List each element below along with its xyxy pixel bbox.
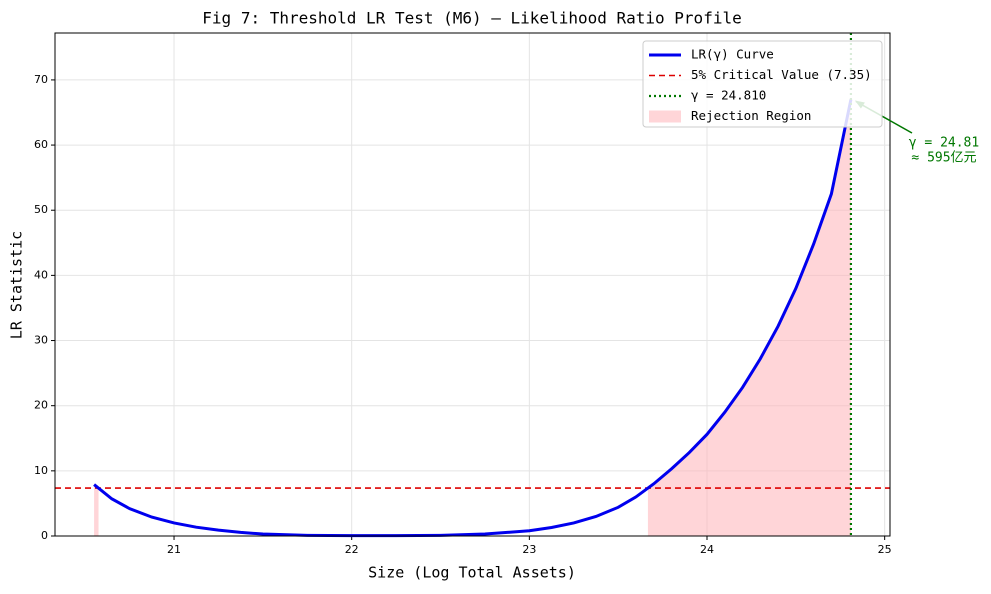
y-axis-label: LR Statistic <box>8 231 26 339</box>
legend-box <box>642 40 883 128</box>
y-tick-label: 20 <box>34 399 48 412</box>
rejection-region <box>94 484 99 536</box>
x-tick-label: 23 <box>522 543 536 556</box>
x-tick-label: 25 <box>878 543 892 556</box>
legend-label: γ = 24.810 <box>691 88 766 103</box>
y-tick-label: 40 <box>34 268 48 281</box>
y-tick-label: 0 <box>41 529 48 542</box>
rejection-region <box>647 99 851 536</box>
legend: LR(γ) Curve 5% Critical Value (7.35) γ = 2… <box>642 40 883 128</box>
legend-symbol <box>649 110 681 123</box>
x-axis-label: Size (Log Total Assets) <box>368 564 576 582</box>
lr-curve <box>93 99 853 538</box>
chart-title: Fig 7: Threshold LR Test (M6) — Likeliho… <box>202 9 741 28</box>
annotation: ≈ 595亿元 <box>911 151 976 166</box>
y-tick-label: 10 <box>34 464 48 477</box>
plot-frame <box>54 32 891 537</box>
y-tick-label: 50 <box>34 203 48 216</box>
x-tick-label: 24 <box>700 543 714 556</box>
y-tick-label: 60 <box>34 138 48 151</box>
y-tick-label: 70 <box>34 73 48 86</box>
legend-label: 5% Critical Value (7.35) <box>691 67 872 82</box>
x-tick-label: 22 <box>345 543 359 556</box>
legend-label: LR(γ) Curve <box>691 47 774 62</box>
y-tick-label: 30 <box>34 334 48 347</box>
annotation: γ = 24.81 <box>909 136 979 151</box>
x-tick-label: 21 <box>167 543 181 556</box>
legend-label: Rejection Region <box>691 108 811 123</box>
